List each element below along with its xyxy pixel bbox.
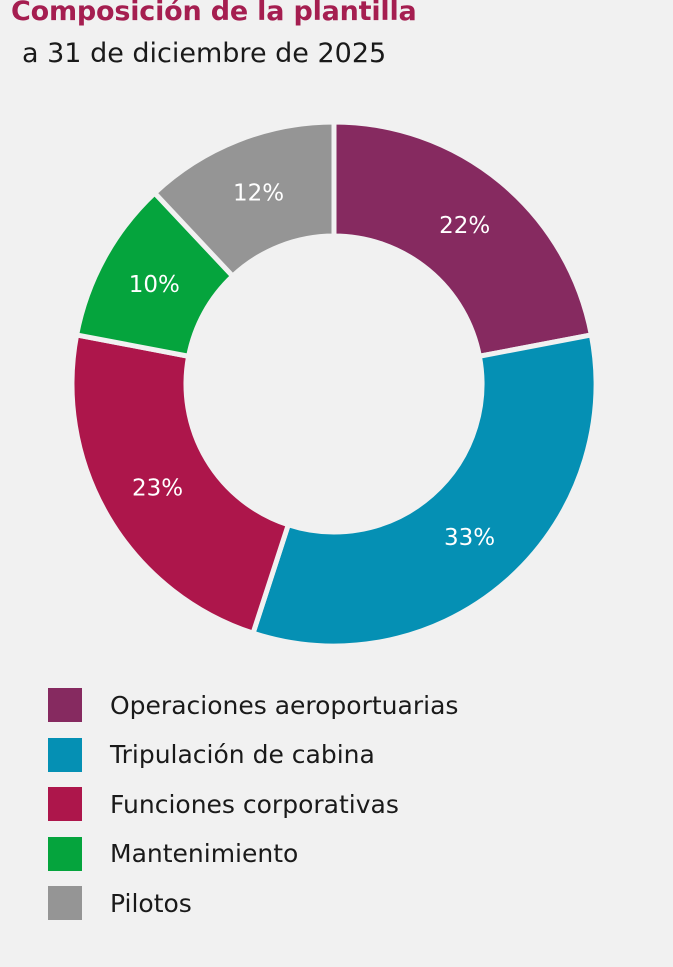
donut-slice [151,119,337,280]
donut-slice [331,119,595,360]
donut-chart: 22% 33% 23% 10% 12% [69,119,599,649]
slice-value-label: 22% [439,213,490,239]
slice-value-label: 33% [444,525,495,551]
chart-subtitle: a 31 de diciembre de 2025 [22,38,387,69]
legend-swatch [48,787,82,821]
legend-swatch [48,836,82,871]
slice-value-label: 23% [132,475,183,501]
legend-item-pilotos: Pilotos [48,886,458,920]
legend-label: Pilotos [110,888,192,918]
legend-swatch [48,688,82,722]
donut-slice [69,331,292,637]
legend-label: Funciones corporativas [110,789,399,819]
legend-label: Mantenimiento [110,839,299,868]
legend-item-tripulacion: Tripulación de cabina [48,737,458,772]
slice-value-label: 10% [129,272,180,298]
donut-slice-labels: 22% 33% 23% 10% 12% [129,180,495,550]
legend: Operaciones aeroportuarias Tripulación d… [48,688,458,936]
legend-item-mantenimiento: Mantenimiento [48,836,458,871]
legend-swatch [48,737,82,772]
legend-label: Tripulación de cabina [110,740,375,769]
donut-slices [69,119,599,649]
legend-item-funciones: Funciones corporativas [48,787,458,821]
chart-title: Composición de la plantilla [11,0,417,27]
legend-swatch [48,886,82,920]
slice-value-label: 12% [233,180,284,206]
donut-slice [249,331,599,649]
legend-item-operaciones: Operaciones aeroportuarias [48,688,458,722]
legend-label: Operaciones aeroportuarias [110,690,459,720]
